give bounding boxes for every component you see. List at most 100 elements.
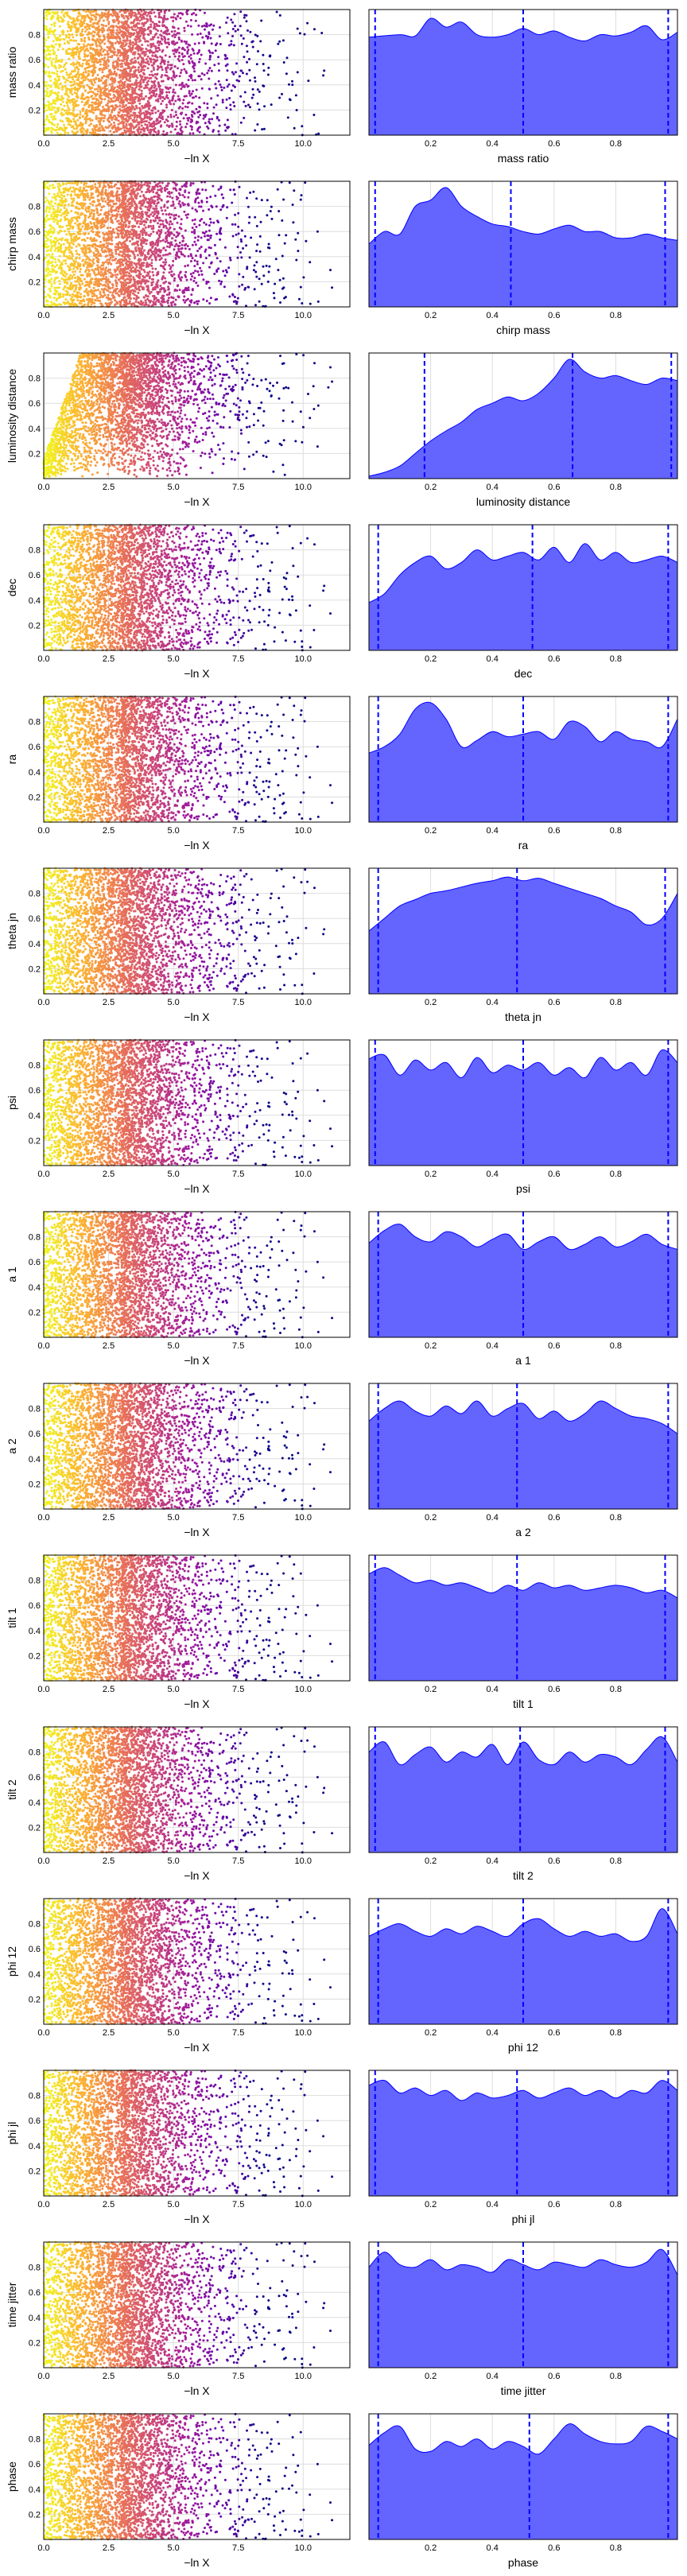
scatter-point: [82, 22, 84, 25]
scatter-point: [232, 84, 235, 87]
scatter-point: [246, 50, 249, 52]
scatter-point: [173, 103, 175, 105]
scatter-point: [173, 88, 175, 91]
scatter-point: [168, 77, 170, 80]
scatter-point: [90, 33, 92, 35]
scatter-point: [187, 119, 189, 122]
scatter-point: [63, 124, 65, 126]
scatter-point: [138, 66, 140, 68]
scatter-point: [51, 106, 53, 108]
scatter-point: [126, 113, 129, 115]
scatter-point: [153, 95, 155, 97]
scatter-point: [111, 55, 114, 57]
scatter-point: [175, 111, 177, 113]
scatter-point: [89, 44, 91, 46]
scatter-point: [117, 63, 119, 65]
scatter-point: [214, 83, 216, 85]
scatter-point: [52, 58, 54, 60]
scatter-point: [320, 32, 323, 34]
scatter-point: [99, 38, 101, 41]
scatter-point: [111, 87, 113, 90]
scatter-point: [145, 51, 147, 53]
scatter-point: [196, 122, 198, 124]
scatter-point: [135, 81, 138, 83]
scatter-point: [56, 11, 59, 14]
scatter-point: [65, 87, 68, 90]
scatter-point: [124, 76, 126, 79]
scatter-point: [162, 19, 165, 21]
scatter-point: [79, 117, 81, 119]
scatter-point: [112, 97, 114, 99]
scatter-point: [166, 46, 169, 48]
scatter-point: [144, 123, 146, 126]
scatter-point: [149, 114, 151, 116]
scatter-point: [92, 36, 95, 38]
scatter-point: [72, 118, 75, 120]
scatter-point: [227, 118, 229, 121]
scatter-point: [124, 114, 126, 116]
scatter-point: [218, 63, 220, 65]
scatter-point: [61, 88, 64, 91]
scatter-point: [185, 41, 188, 43]
scatter-point: [95, 18, 97, 21]
scatter-point: [157, 67, 160, 69]
scatter-point: [125, 123, 127, 126]
scatter-point: [143, 17, 146, 20]
scatter-point: [152, 75, 154, 77]
scatter-point: [161, 51, 164, 53]
scatter-point: [45, 39, 47, 41]
scatter-point: [76, 17, 78, 19]
scatter-point: [174, 56, 177, 58]
scatter-point: [173, 76, 176, 79]
scatter-point: [210, 37, 212, 40]
scatter-point: [219, 35, 221, 37]
scatter-point: [134, 92, 137, 95]
scatter-point: [83, 87, 85, 89]
scatter-point: [64, 42, 66, 45]
scatter-point: [138, 128, 140, 130]
scatter-point: [56, 132, 59, 134]
scatter-point: [50, 103, 52, 106]
scatter-point: [112, 64, 114, 67]
scatter-point: [133, 52, 135, 54]
scatter-point: [254, 33, 257, 36]
scatter-point: [103, 19, 105, 21]
scatter-point: [174, 65, 177, 68]
scatter-point: [72, 10, 75, 12]
scatter-point: [141, 17, 143, 19]
scatter-point: [246, 45, 248, 47]
scatter-point: [232, 73, 235, 76]
scatter-point: [76, 89, 79, 91]
scatter-point: [81, 130, 83, 133]
scatter-point: [178, 52, 180, 54]
scatter-point: [184, 55, 186, 57]
scatter-point: [207, 37, 209, 40]
scatter-point: [54, 112, 56, 114]
scatter-point: [228, 97, 231, 99]
scatter-point: [167, 87, 169, 89]
scatter-point: [222, 101, 224, 103]
scatter-point: [118, 42, 120, 45]
scatter-point: [213, 107, 215, 109]
scatter-point: [139, 55, 142, 57]
scatter-point: [165, 107, 168, 109]
scatter-point: [131, 48, 134, 50]
scatter-point: [87, 72, 90, 75]
scatter-point: [296, 109, 298, 111]
scatter-point: [171, 122, 173, 125]
scatter-point: [103, 14, 106, 17]
scatter-point: [117, 68, 119, 71]
scatter-point: [221, 89, 223, 91]
scatter-point: [76, 46, 78, 48]
scatter-point: [49, 107, 51, 109]
scatter-point: [94, 88, 96, 91]
scatter-point: [122, 106, 124, 108]
scatter-point: [174, 30, 177, 33]
scatter-point: [188, 60, 190, 63]
scatter-point: [126, 107, 128, 110]
scatter-point: [259, 40, 262, 42]
scatter-point: [165, 71, 168, 73]
scatter-point: [68, 26, 71, 29]
scatter-point: [101, 99, 103, 101]
scatter-point: [54, 103, 56, 105]
